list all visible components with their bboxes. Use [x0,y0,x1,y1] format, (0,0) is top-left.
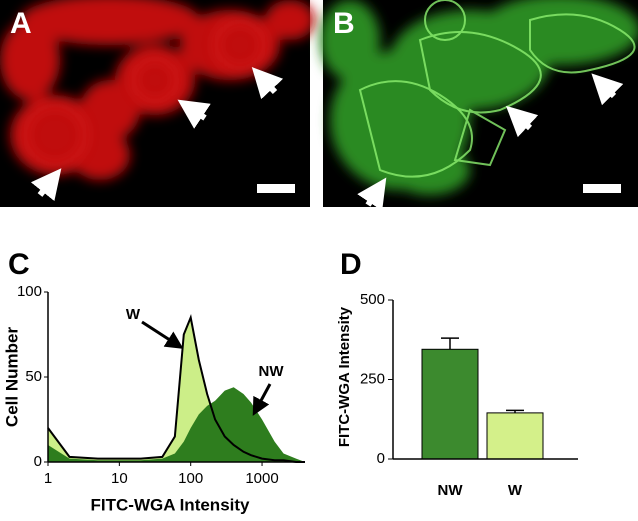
y-axis-label: FITC-WGA Intensity [336,306,353,447]
arrow [252,383,272,416]
x-tick-label: W [508,482,523,499]
x-tick-label: 1000 [245,470,278,487]
x-axis-label: FITC-WGA Intensity [91,495,251,514]
y-tick-label: 0 [34,453,42,470]
y-tick-label: 500 [360,291,385,308]
panel-label: B [333,7,355,40]
x-tick-label: 1 [44,470,52,487]
annotation: NW [259,363,285,380]
arrow [141,320,184,349]
bar [486,412,544,460]
panel-label: D [340,248,362,281]
y-tick-label: 250 [360,370,385,387]
y-tick-label: 50 [25,368,42,385]
y-tick-label: 0 [377,450,385,467]
x-tick-label: 100 [178,470,203,487]
y-tick-label: 100 [17,283,42,300]
panel-label: A [10,7,32,40]
bar [421,348,479,460]
area [48,317,305,462]
area [48,387,305,462]
annotation: W [126,306,141,323]
micrograph-b: B [320,0,638,211]
micrograph-a: A [0,0,315,207]
line [47,313,305,463]
y-axis-label: Cell Number [2,327,21,428]
x-tick-label: 10 [111,470,128,487]
panel-label: C [8,248,30,281]
x-tick-label: NW [438,482,464,499]
